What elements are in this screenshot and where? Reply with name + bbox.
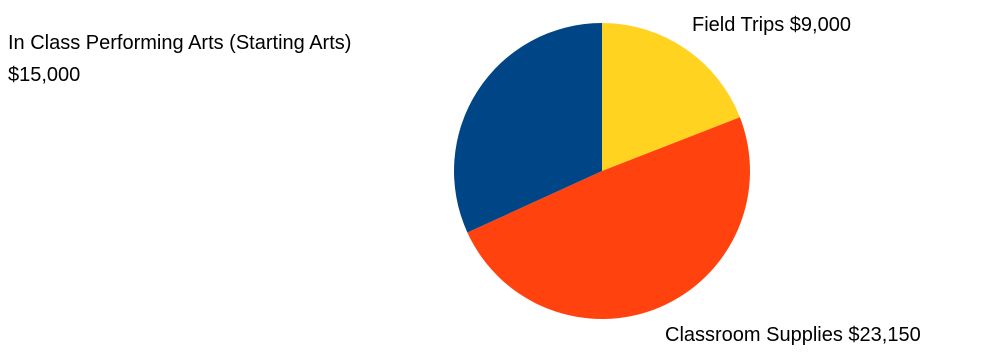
pie-slice-classroom-supplies — [467, 117, 750, 319]
pie-slice-field-trips — [602, 23, 740, 171]
slice-label-3-line-2: $15,000 — [8, 64, 80, 86]
pie-slices — [454, 23, 750, 319]
pie-slice-in-class-performing-arts-starting-arts — [454, 23, 602, 233]
slice-label-3-line-1: In Class Performing Arts (Starting Arts) — [8, 32, 351, 54]
slice-label-2: Classroom Supplies $23,150 — [665, 324, 921, 346]
pie-labels: Field Trips $9,000 Classroom Supplies $23… — [8, 14, 921, 346]
slice-label-1: Field Trips $9,000 — [692, 14, 851, 36]
